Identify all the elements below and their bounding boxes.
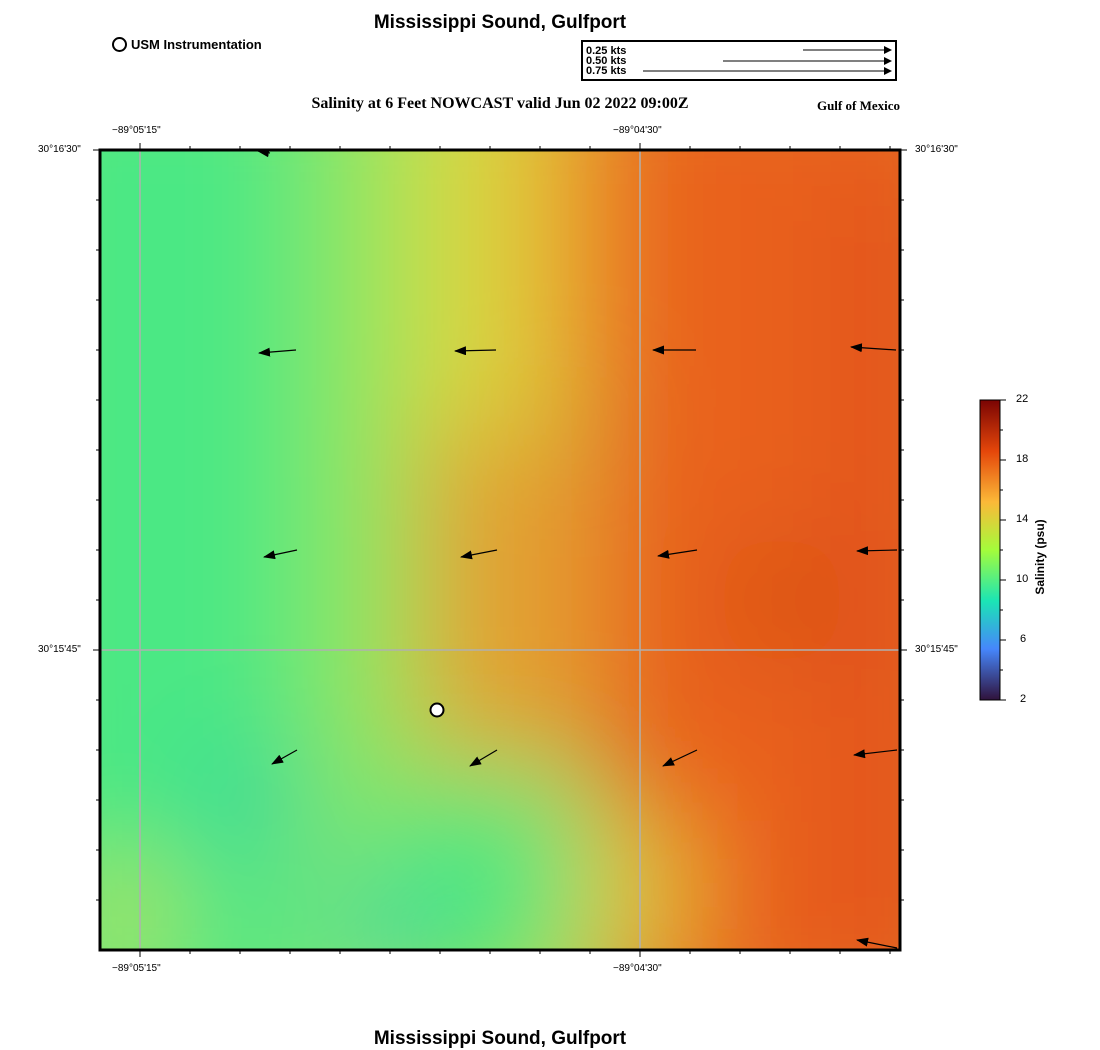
current-vectors [257,148,898,949]
colorbar-tick-6: 6 [1020,633,1027,645]
current-vector [257,148,271,158]
current-vector [469,749,498,767]
current-vector [271,749,298,765]
colorbar [979,399,1006,701]
colorbar-tick-18: 18 [1016,453,1029,465]
speed-legend-arrows [643,46,892,75]
speed-legend-label-1: 0.25 kts [586,45,627,57]
current-vector [263,549,298,560]
salinity-field [100,150,900,950]
lat-label-left-2: 30°15'45" [38,644,81,655]
lon-label-top-2: −89°04'30" [613,125,662,136]
current-vector [853,749,898,759]
current-vector [460,549,498,560]
current-vector [850,343,897,353]
current-vector [657,549,698,559]
lat-label-left-1: 30°16'30" [38,144,81,155]
map-subtitle: Salinity at 6 Feet NOWCAST valid Jun 02 … [311,95,689,112]
lon-label-bottom-2: −89°04'30" [613,963,662,974]
current-vector [454,346,497,356]
lon-label-top-1: −89°05'15" [112,125,161,136]
colorbar-tick-10: 10 [1016,573,1029,585]
current-vector [856,937,898,949]
graticule [100,150,900,950]
lon-label-bottom-1: −89°05'15" [112,963,161,974]
colorbar-title: Salinity (psu) [1033,519,1047,595]
current-vector [662,749,698,767]
usm-station-marker[interactable] [429,702,445,718]
speed-legend-label-3: 0.75 kts [586,65,627,77]
region-label: Gulf of Mexico [816,98,900,113]
colorbar-tick-22: 22 [1016,393,1029,405]
current-vector [856,546,898,556]
speed-legend: 0.25 kts 0.50 kts 0.75 kts [581,40,897,81]
colorbar-tick-14: 14 [1016,513,1029,525]
station-legend: USM Instrumentation [112,37,262,52]
frame-ticks [93,143,907,957]
lat-label-right-1: 30°16'30" [915,144,958,155]
station-legend-label: USM Instrumentation [131,37,262,52]
current-vector [258,347,297,357]
map-title: Mississippi Sound, Gulfport [373,12,627,33]
speed-legend-label-2: 0.50 kts [586,55,627,67]
footer-title: Mississippi Sound, Gulfport [373,1028,627,1049]
colorbar-tick-2: 2 [1020,693,1027,705]
station-marker-icon [112,37,127,52]
lat-label-right-2: 30°15'45" [915,644,958,655]
